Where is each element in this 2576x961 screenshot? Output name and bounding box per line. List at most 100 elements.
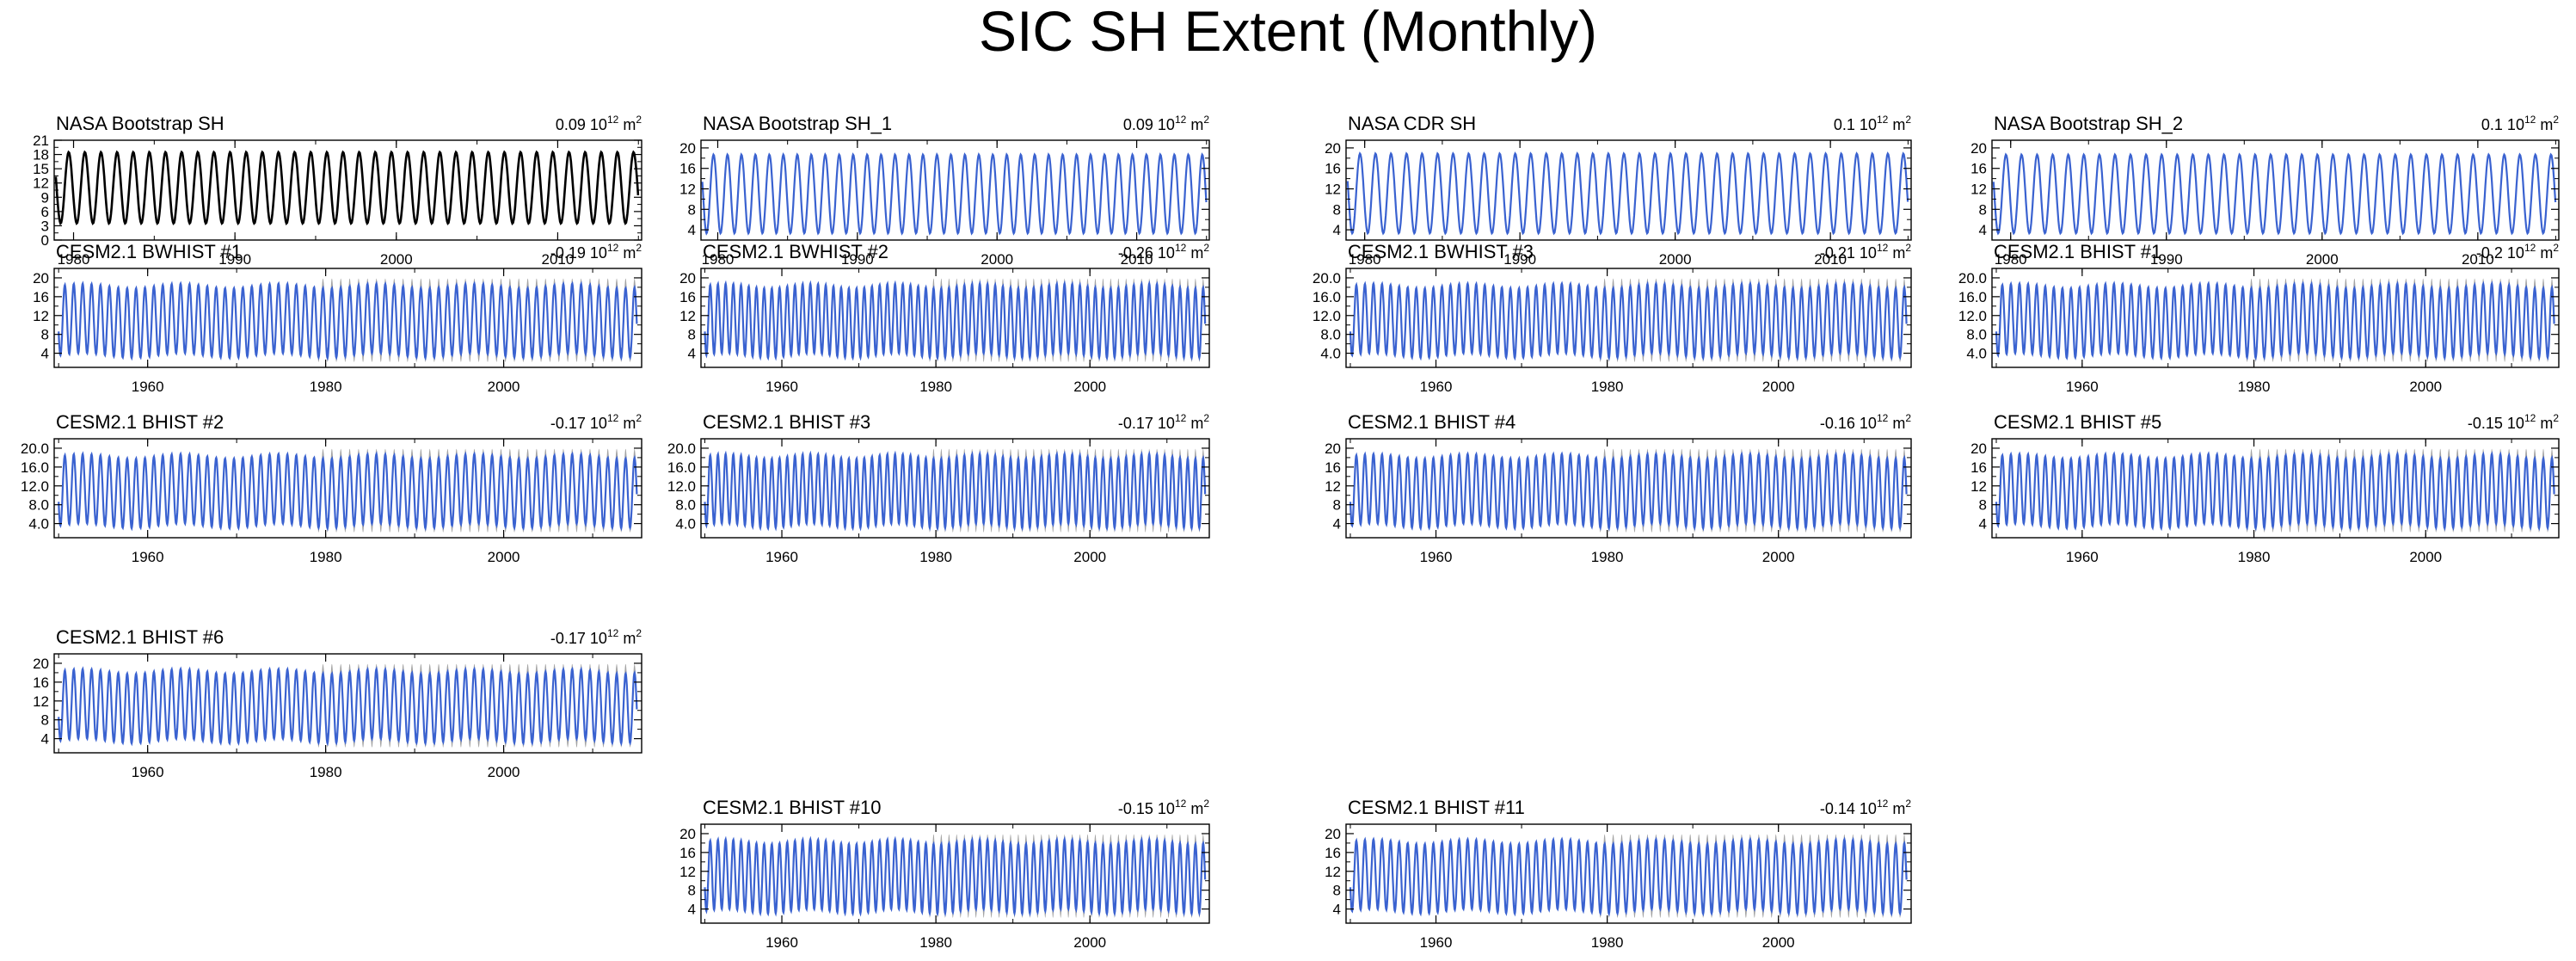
y-tick-label: 12 [679,864,696,880]
y-tick-label: 12.0 [1958,308,1987,324]
x-tick-label: 2000 [488,379,520,395]
trend-exponent: 12 [1877,242,1889,254]
x-tick-label: 2010 [542,251,575,268]
y-tick-label: 12.0 [667,478,696,495]
trend-suffix: m [1888,116,1905,133]
trend-value: 0.09 10 [556,116,607,133]
x-tick-label: 1990 [218,251,251,268]
trend-label: -0.16 1012 m2 [1820,412,1911,432]
y-tick-label: 16 [1325,161,1341,177]
x-tick-label: 1980 [58,251,90,268]
series-line [1349,280,1908,361]
panel-title: CESM2.1 BHIST #2 [56,411,224,433]
y-tick-label: 4.0 [28,516,49,533]
y-tick-label: 20.0 [667,440,696,457]
plot-frame [1991,268,2560,368]
figure-title: SIC SH Extent (Monthly) [979,0,1597,63]
x-tick-label: 2000 [380,251,413,268]
y-tick-label: 12.0 [21,478,49,495]
x-tick-label: 2000 [1073,549,1106,565]
trend-suffix: m [1888,244,1905,262]
trend-suffix-exponent: 2 [636,114,642,126]
y-tick-label: 4.0 [675,516,696,533]
trend-exponent: 12 [607,412,619,424]
x-tick-label: 1960 [765,934,798,951]
plot-frame [53,653,642,754]
x-tick-label: 2000 [1659,251,1692,268]
trend-label: -0.2 1012 m2 [2476,242,2559,262]
y-tick-label: 16.0 [667,459,696,476]
y-tick-label: 0 [41,232,49,249]
y-tick-label: 12 [679,182,696,198]
trend-suffix: m [2536,244,2553,262]
y-tick-label: 12.0 [1313,308,1341,324]
x-tick-label: 1960 [765,549,798,565]
y-tick-label: 8.0 [28,497,49,514]
y-tick-label: 16 [679,289,696,305]
series-line [704,835,1207,917]
trend-exponent: 12 [607,627,619,639]
y-tick-label: 8 [1333,883,1341,899]
trend-exponent: 12 [1175,114,1187,126]
y-tick-label: 8.0 [1320,327,1341,343]
y-tick-label: 18 [33,147,49,163]
trend-exponent: 12 [1175,412,1187,424]
x-tick-label: 1980 [310,379,342,395]
trend-value: -0.2 10 [2476,244,2524,262]
series-line [54,150,640,226]
x-tick-label: 1980 [2238,379,2271,395]
x-tick-label: 1980 [2238,549,2271,565]
y-tick-label: 16 [679,161,696,177]
trend-exponent: 12 [607,114,619,126]
y-tick-label: 12 [1970,478,1987,495]
y-tick-label: 12 [1325,182,1341,198]
y-tick-label: 4 [688,346,696,362]
y-tick-label: 8 [41,712,49,729]
plot-frame [1345,139,1912,241]
chart-panel: NASA Bootstrap SH_2 0.1 1012 m24812162019… [1970,113,2560,268]
series-line [1349,836,1908,917]
series-line [58,280,638,361]
panel-title: CESM2.1 BWHIST #1 [56,241,242,262]
chart-panel: CESM2.1 BHIST #11 -0.14 1012 m24812162019… [1325,797,1912,951]
y-tick-label: 4 [1979,516,1987,533]
panel-title: CESM2.1 BHIST #5 [1994,411,2161,433]
y-tick-label: 16.0 [1313,289,1341,305]
panel-title: NASA CDR SH [1348,113,1476,134]
trend-exponent: 12 [2524,242,2536,254]
panel-title: CESM2.1 BHIST #4 [1348,411,1515,433]
x-tick-label: 1960 [765,379,798,395]
plot-frame [700,438,1210,539]
panel-title: CESM2.1 BHIST #3 [703,411,870,433]
trend-label: -0.17 1012 m2 [550,627,642,647]
series-line [704,280,1207,361]
trend-value: -0.19 10 [550,244,607,262]
y-tick-label: 20 [1325,440,1341,457]
x-tick-label: 2000 [981,251,1013,268]
trend-label: -0.19 1012 m2 [550,242,642,262]
trend-suffix-exponent: 2 [1203,114,1209,126]
trend-suffix: m [1888,800,1905,817]
trend-exponent: 12 [2524,412,2536,424]
y-tick-label: 4 [41,731,49,748]
trend-suffix-exponent: 2 [1905,114,1911,126]
y-tick-label: 20 [679,140,696,157]
y-tick-label: 12 [1325,478,1341,495]
trend-suffix: m [1186,800,1203,817]
trend-suffix: m [1186,116,1203,133]
trend-suffix: m [1186,415,1203,432]
series-line [58,451,638,532]
trend-value: -0.26 10 [1118,244,1175,262]
panel-title: CESM2.1 BHIST #6 [56,626,224,648]
x-tick-label: 2000 [1762,549,1795,565]
y-tick-label: 20 [33,656,49,672]
y-tick-label: 12 [1325,864,1341,880]
trend-exponent: 12 [1175,242,1187,254]
trend-suffix: m [1186,244,1203,262]
trend-suffix: m [618,244,636,262]
panel-title: CESM2.1 BWHIST #2 [703,241,888,262]
plot-frame [53,438,642,539]
y-tick-label: 4 [1333,902,1341,918]
